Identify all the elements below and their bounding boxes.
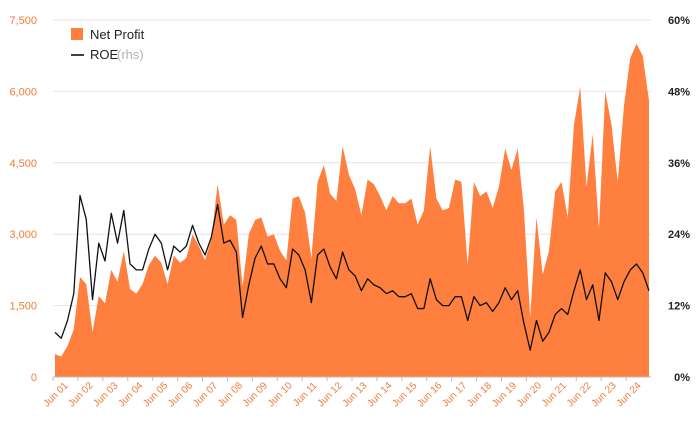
x-tick-label: Jun 22 [565,380,594,409]
legend: Net Profit ROE (rhs) [71,27,145,62]
x-tick-label: Jun 02 [66,380,95,409]
roe-line [54,194,650,351]
x-tick-label: Jun 21 [540,380,569,409]
x-tick-label: Jun 07 [191,380,220,409]
x-tick-label: Jun 05 [141,380,170,409]
x-tick-label: Jun 06 [166,380,195,409]
left-axis: 0 1,500 3,000 4,500 6,000 7,500 [9,15,37,384]
x-tick-label: Jun 24 [615,380,644,409]
legend-swatch-net-profit [71,28,83,40]
x-tick-label: Jun 18 [465,380,494,409]
x-tick-label: Jun 08 [216,380,245,409]
x-tick-label: Jun 12 [316,380,345,409]
x-tick-label: Jun 16 [415,380,444,409]
x-tick-label: Jun 20 [515,380,544,409]
x-tick-label: Jun 19 [490,380,519,409]
x-tick-label: Jun 23 [590,380,619,409]
x-tick-label: Jun 15 [390,380,419,409]
y-left-tick-label: 4,500 [9,158,37,170]
x-tick-label: Jun 11 [291,380,320,409]
roe-line-layer [54,194,650,351]
net-profit-area [55,43,649,378]
net-profit-area-layer [53,43,651,378]
y-left-tick-label: 3,000 [9,229,37,241]
y-left-tick-label: 7,500 [9,15,37,27]
legend-label-roe-sub: (rhs) [117,47,144,62]
x-tick-label: Jun 09 [241,380,270,409]
y-left-tick-label: 1,500 [9,301,37,313]
y-right-tick-label: 36% [668,158,690,170]
y-left-tick-label: 0 [31,372,37,384]
x-tick-label: Jun 10 [266,380,295,409]
x-tick-label: Jun 04 [116,380,145,409]
x-tick-label: Jun 14 [365,380,394,409]
x-tick-label: Jun 03 [91,380,120,409]
y-right-tick-label: 48% [668,86,690,98]
x-tick-label: Jun 17 [440,380,469,409]
y-right-tick-label: 60% [668,15,690,27]
y-right-tick-label: 24% [668,229,690,241]
y-right-tick-label: 0% [674,372,690,384]
x-tick-label: Jun 13 [341,380,370,409]
right-axis: 0% 12% 24% 36% 48% 60% [668,15,690,384]
legend-label-roe: ROE [90,47,119,62]
x-tick-label: Jun 01 [42,380,71,409]
y-left-tick-label: 6,000 [9,86,37,98]
legend-label-net-profit: Net Profit [90,27,145,42]
y-right-tick-label: 12% [668,301,690,313]
